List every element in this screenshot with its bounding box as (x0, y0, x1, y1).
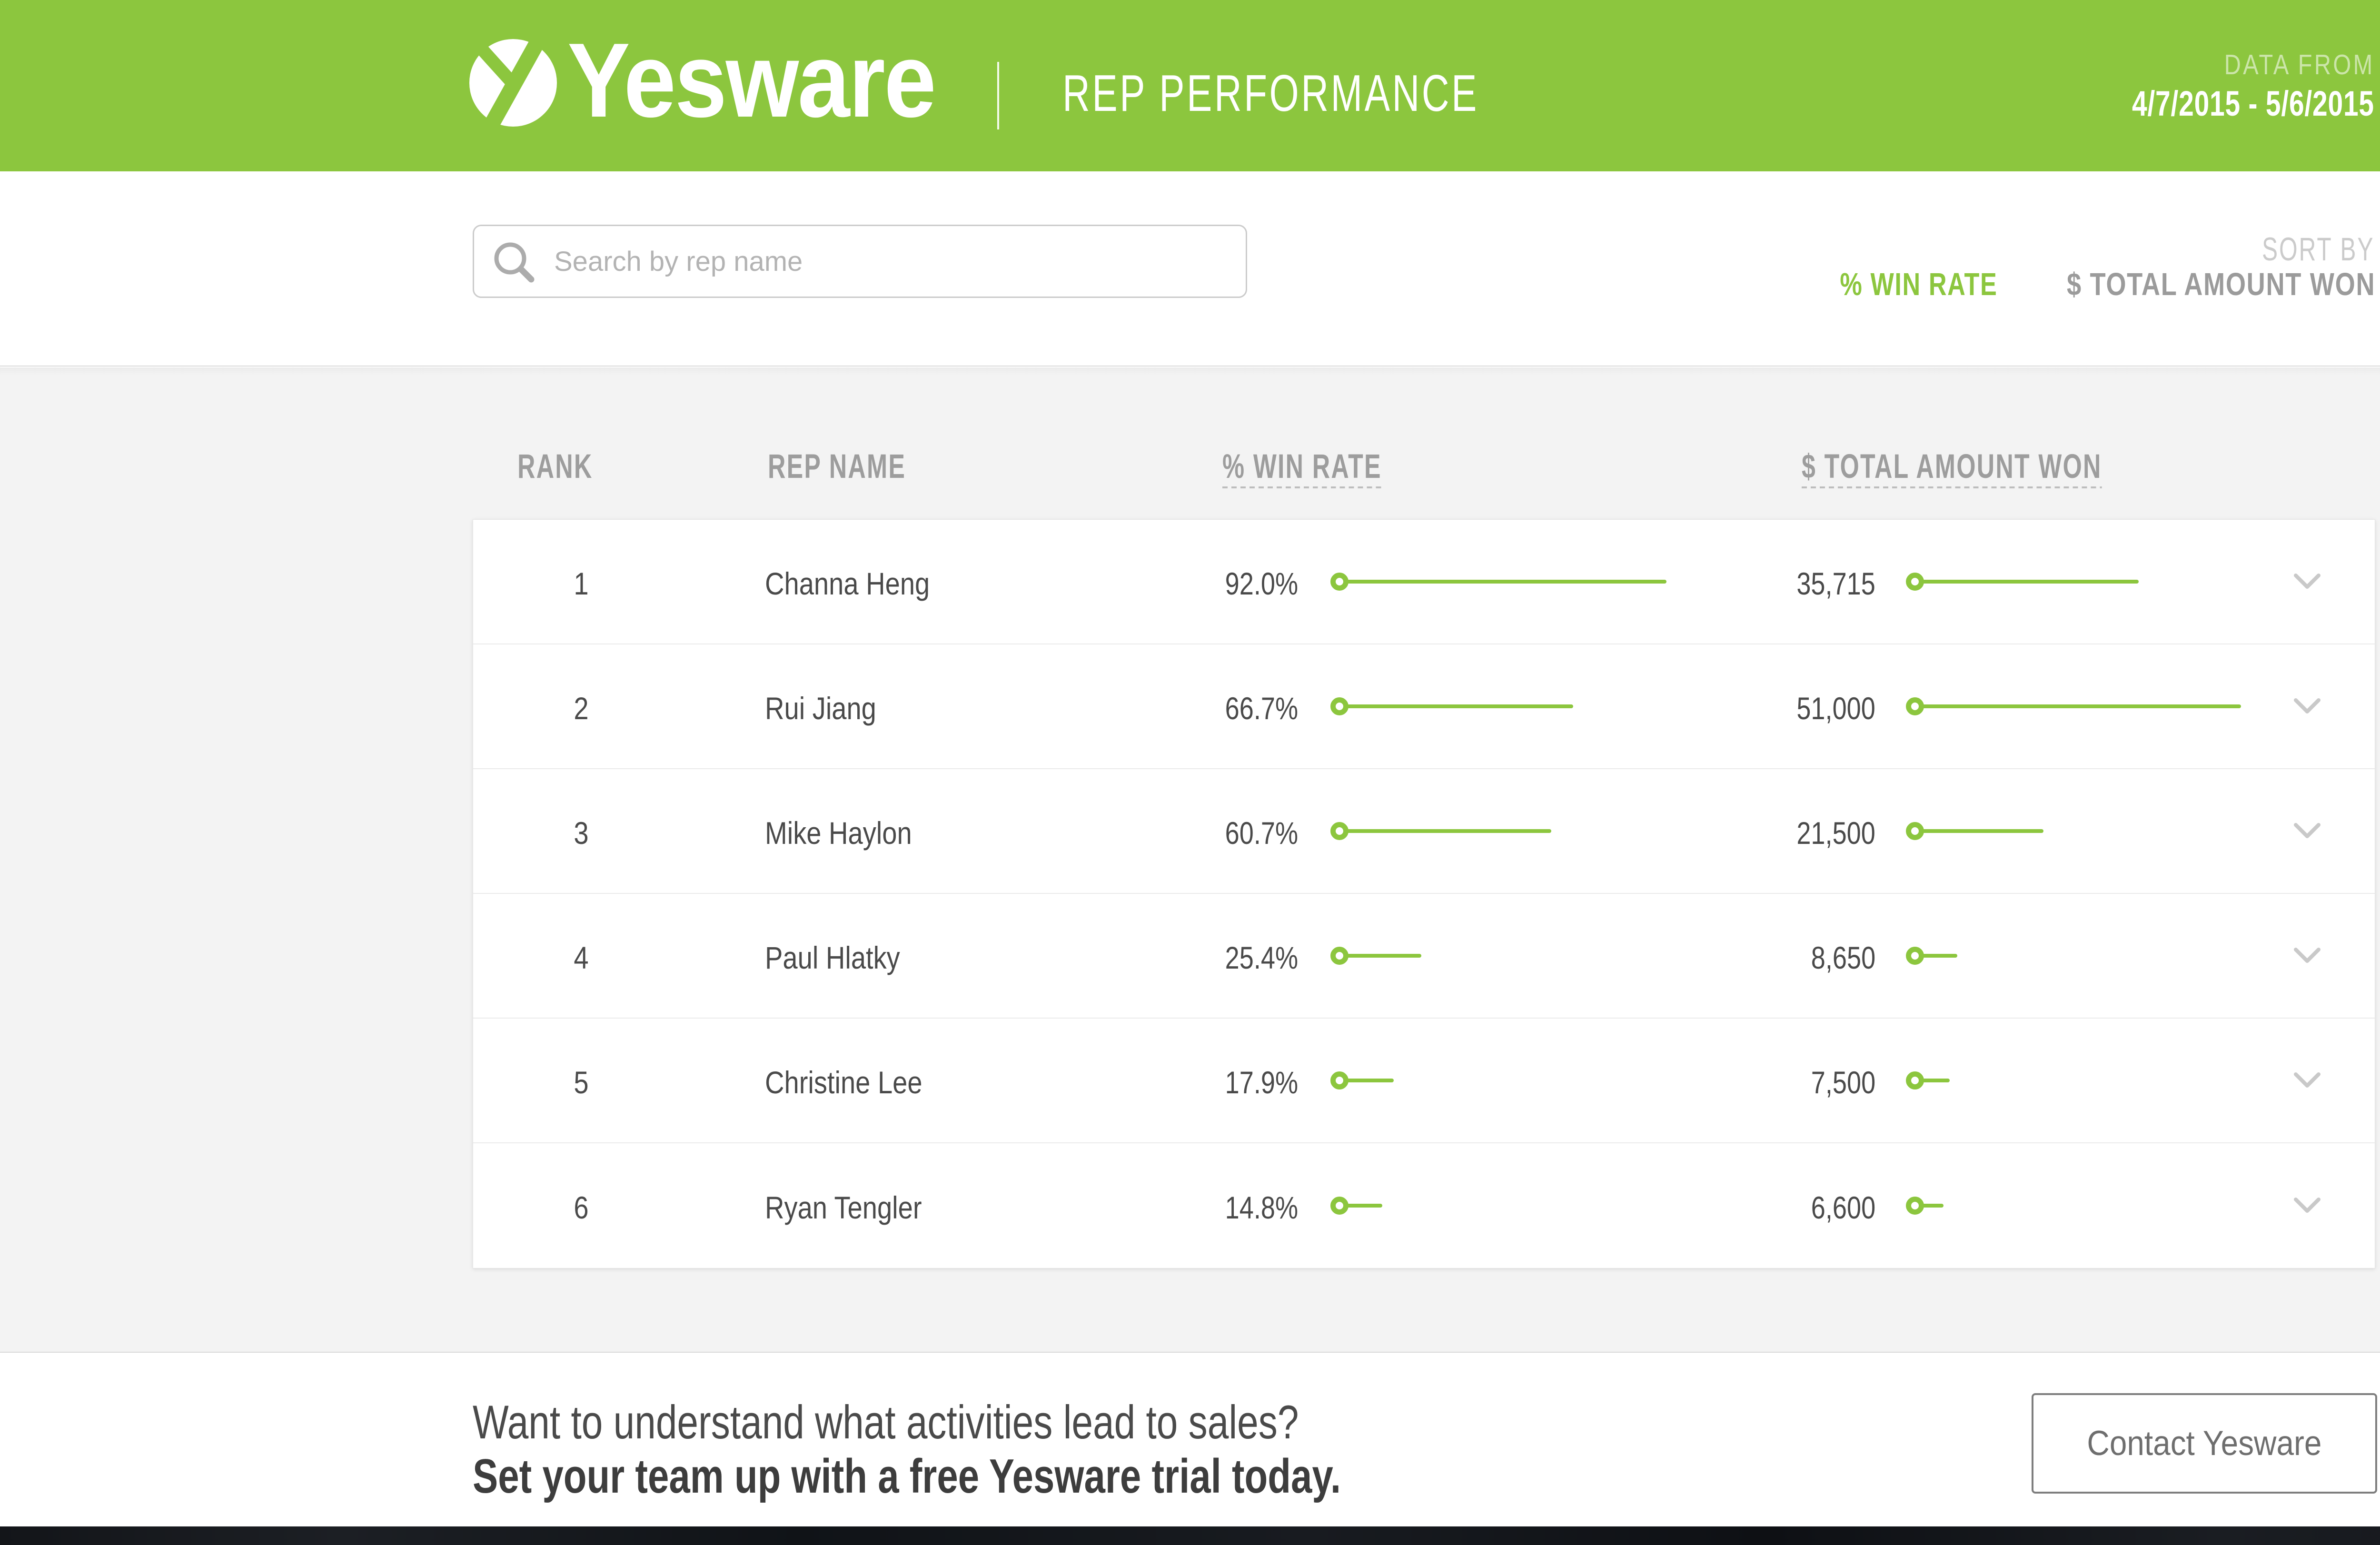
rep-name-cell: Rui Jiang (765, 690, 876, 726)
win-rate-value: 14.8% (1225, 1189, 1298, 1225)
win-rate-dot (1330, 1071, 1349, 1089)
toolbar: SORT BY % WIN RATE $ TOTAL AMOUNT WON (0, 171, 2380, 366)
win-rate-value: 17.9% (1225, 1064, 1298, 1100)
rep-name-cell: Ryan Tengler (765, 1189, 922, 1225)
amount-value: 51,000 (1796, 690, 1875, 726)
win-rate-bar (1339, 1079, 1394, 1082)
win-rate-dot (1330, 822, 1349, 840)
rep-name-cell: Christine Lee (765, 1064, 922, 1100)
amount-dot (1906, 573, 1924, 591)
table-row[interactable]: 5 Christine Lee 17.9% 7,500 (473, 1019, 2375, 1143)
amount-bar (1915, 1079, 1950, 1082)
amount-bar (1915, 829, 2043, 833)
total-amount-dashed-underline (1802, 486, 2102, 488)
header-divider (997, 62, 999, 129)
amount-value: 7,500 (1811, 1064, 1875, 1100)
rank-cell: 2 (574, 690, 589, 726)
rank-cell: 5 (574, 1064, 589, 1100)
win-rate-bar (1339, 1204, 1383, 1208)
win-rate-dot (1330, 1197, 1349, 1215)
footer: Want to understand what activities lead … (0, 1352, 2380, 1526)
amount-bar (1915, 580, 2139, 584)
table-row[interactable]: 1 Channa Heng 92.0% 35,715 (473, 520, 2375, 644)
column-header-rep-name: REP NAME (768, 448, 906, 485)
date-range: 4/7/2015 - 5/6/2015 (2132, 84, 2374, 123)
top-bar: Yesware REP PERFORMANCE DATA FROM 4/7/20… (0, 0, 2380, 171)
content-area: RANK REP NAME % WIN RATE $ TOTAL AMOUNT … (0, 367, 2380, 1352)
rank-cell: 4 (574, 940, 589, 975)
win-rate-bar (1339, 954, 1422, 958)
amount-bar (1915, 1204, 1944, 1208)
data-from-label: DATA FROM (2224, 49, 2374, 80)
table-row[interactable]: 3 Mike Haylon 60.7% 21,500 (473, 769, 2375, 894)
rank-cell: 3 (574, 815, 589, 851)
chevron-down-icon[interactable] (2294, 948, 2320, 964)
yesware-logo-text: Yesware (567, 21, 936, 139)
amount-dot (1906, 822, 1924, 840)
rank-cell: 6 (574, 1189, 589, 1225)
footer-question: Want to understand what activities lead … (473, 1396, 1299, 1448)
table-row[interactable]: 2 Rui Jiang 66.7% 51,000 (473, 644, 2375, 769)
chevron-down-icon[interactable] (2294, 1072, 2320, 1089)
rank-cell: 1 (574, 565, 589, 601)
amount-dot (1906, 947, 1924, 965)
table-row[interactable]: 6 Ryan Tengler 14.8% 6,600 (473, 1143, 2375, 1268)
contact-yesware-button[interactable]: Contact Yesware (2032, 1393, 2377, 1494)
sort-by-label: SORT BY (2261, 231, 2374, 267)
win-rate-bar (1339, 580, 1667, 584)
win-rate-value: 92.0% (1225, 565, 1298, 601)
win-rate-dashed-underline (1222, 486, 1382, 488)
rep-name-cell: Channa Heng (765, 565, 930, 601)
amount-value: 6,600 (1811, 1189, 1875, 1225)
chevron-down-icon[interactable] (2294, 823, 2320, 839)
win-rate-value: 25.4% (1225, 940, 1298, 975)
sort-option-win-rate[interactable]: % WIN RATE (1839, 267, 1997, 302)
rep-table: 1 Channa Heng 92.0% 35,715 2 Rui Jiang 6… (473, 519, 2375, 1268)
footer-cta-text: Set your team up with a free Yesware tri… (473, 1450, 1341, 1503)
column-header-total-amount-won[interactable]: $ TOTAL AMOUNT WON (1802, 450, 2102, 488)
amount-dot (1906, 697, 1924, 715)
win-rate-value: 60.7% (1225, 815, 1298, 851)
win-rate-dot (1330, 947, 1349, 965)
chevron-down-icon[interactable] (2294, 698, 2320, 714)
search-icon (494, 242, 535, 283)
amount-value: 21,500 (1796, 815, 1875, 851)
column-header-rank: RANK (517, 448, 593, 485)
column-header-win-rate[interactable]: % WIN RATE (1222, 450, 1382, 488)
amount-value: 8,650 (1811, 940, 1875, 975)
amount-dot (1906, 1071, 1924, 1089)
amount-bar (1915, 704, 2241, 708)
table-row[interactable]: 4 Paul Hlatky 25.4% 8,650 (473, 894, 2375, 1019)
chevron-down-icon[interactable] (2294, 1198, 2320, 1214)
win-rate-value: 66.7% (1225, 690, 1298, 726)
amount-bar (1915, 954, 1957, 958)
chevron-down-icon[interactable] (2294, 574, 2320, 590)
win-rate-bar (1339, 829, 1551, 833)
rep-name-cell: Mike Haylon (765, 815, 912, 851)
bottom-photo-strip (0, 1526, 2380, 1545)
amount-value: 35,715 (1796, 565, 1875, 601)
search-box[interactable] (473, 225, 1247, 298)
win-rate-bar (1339, 704, 1574, 708)
yesware-logo-icon (469, 32, 557, 132)
page-title: REP PERFORMANCE (1062, 64, 1479, 122)
sort-option-total-amount-won[interactable]: $ TOTAL AMOUNT WON (2066, 267, 2375, 302)
search-input[interactable] (554, 226, 1230, 297)
win-rate-dot (1330, 697, 1349, 715)
amount-dot (1906, 1197, 1924, 1215)
rep-name-cell: Paul Hlatky (765, 940, 900, 975)
win-rate-dot (1330, 573, 1349, 591)
